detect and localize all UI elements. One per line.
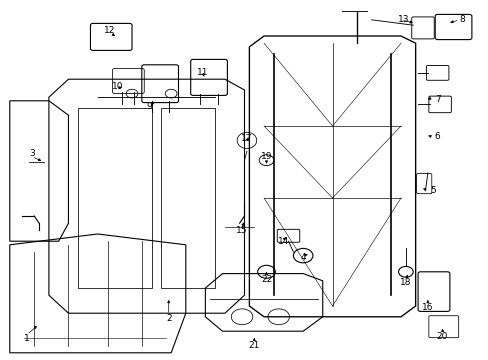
Text: 6: 6 xyxy=(434,132,440,141)
Text: 20: 20 xyxy=(436,332,447,341)
Text: 12: 12 xyxy=(104,26,116,35)
Text: 7: 7 xyxy=(434,95,440,104)
Text: 1: 1 xyxy=(24,334,30,343)
Text: 3: 3 xyxy=(29,149,35,158)
Text: 13: 13 xyxy=(397,15,408,24)
Text: 5: 5 xyxy=(429,186,435,195)
Text: 22: 22 xyxy=(260,275,272,284)
Text: 21: 21 xyxy=(248,341,260,350)
Text: 10: 10 xyxy=(111,82,123,91)
Text: 9: 9 xyxy=(146,102,152,111)
Text: 19: 19 xyxy=(260,152,272,161)
Text: 16: 16 xyxy=(421,303,433,312)
Text: 2: 2 xyxy=(165,314,171,323)
Text: 11: 11 xyxy=(197,68,208,77)
Text: 15: 15 xyxy=(236,226,247,235)
Text: 14: 14 xyxy=(277,237,289,246)
Text: 18: 18 xyxy=(399,278,411,287)
Text: 4: 4 xyxy=(300,253,305,262)
Text: 8: 8 xyxy=(458,15,464,24)
Text: 17: 17 xyxy=(241,134,252,143)
